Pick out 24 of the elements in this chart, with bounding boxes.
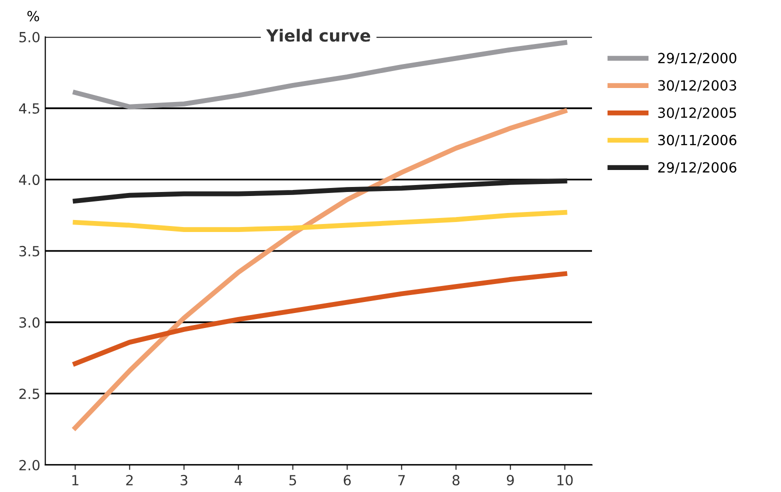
x-tick-label: 7 [398,475,405,486]
x-tick-label: 9 [506,474,514,486]
y-tick-label: 5.0 [19,32,40,42]
x-tick-label: 10 [557,474,573,486]
y-tick-label: 3.5 [19,246,40,256]
legend-label: 30/11/2006 [658,134,736,146]
x-tick-label: 4 [234,475,242,486]
y-tick-label: 4.5 [19,103,40,114]
x-tick-label: 5 [289,475,296,486]
x-tick-label: 6 [344,474,351,486]
legend-label: 30/12/2005 [658,107,736,120]
y-tick-label: 2.0 [19,460,40,470]
x-tick-label: 3 [180,474,188,486]
legend-label: 29/12/2006 [658,162,736,174]
y-axis-title: % [27,10,40,22]
y-tick-label: 3.0 [19,317,40,328]
legend-label: 30/12/2003 [658,80,736,92]
chart-title: Yield curve [266,28,370,42]
legend-label: 29/12/2000 [658,52,736,64]
y-tick-label: 2.5 [19,388,40,400]
y-tick-label: 4.0 [19,174,40,186]
x-tick-label: 2 [126,474,133,486]
x-tick-label: 1 [72,475,78,486]
x-tick-label: 8 [452,474,460,486]
